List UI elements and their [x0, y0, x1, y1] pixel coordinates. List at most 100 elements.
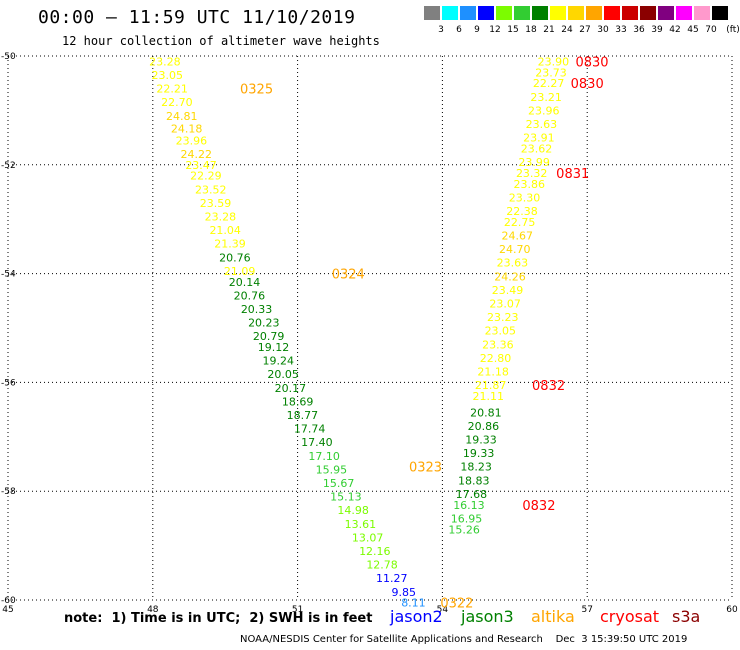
- legend-tick-label: 70: [705, 25, 717, 35]
- legend-swatch: [442, 6, 458, 20]
- wave-height-value: 23.63: [526, 118, 558, 131]
- legend-tick-label: 27: [579, 25, 591, 35]
- x-tick-label: 51: [292, 605, 303, 615]
- wave-height-value: 16.95: [451, 512, 483, 525]
- legend-swatch: [550, 6, 566, 20]
- legend-swatch: [532, 6, 548, 20]
- y-tick-label: -56: [1, 378, 16, 388]
- wave-height-value: 24.67: [501, 230, 533, 243]
- wave-height-value: 13.61: [345, 518, 377, 531]
- legend-swatch: [622, 6, 638, 20]
- wave-height-value: 15.95: [316, 463, 348, 476]
- pass-time-label: 0832: [522, 499, 555, 514]
- wave-height-value: 20.81: [470, 406, 502, 419]
- wave-height-value: 9.85: [392, 586, 417, 599]
- wave-height-value: 18.23: [460, 461, 492, 474]
- legend-tick-label: 36: [633, 25, 645, 35]
- wave-height-value: 17.40: [301, 436, 333, 449]
- legend-swatch: [424, 6, 440, 20]
- wave-height-value: 20.79: [253, 330, 285, 343]
- footnote: note: 1) Time is in UTC; 2) SWH is in fe…: [64, 611, 373, 626]
- wave-height-value: 23.23: [487, 311, 519, 324]
- legend-swatch: [676, 6, 692, 20]
- legend-tick-label: 21: [543, 25, 555, 35]
- x-tick-label: 45: [2, 605, 13, 615]
- pass-time-label: 0325: [240, 83, 273, 98]
- wave-height-value: 22.38: [506, 205, 538, 218]
- wave-height-value: 17.74: [294, 423, 326, 436]
- legend-swatch: [658, 6, 674, 20]
- x-tick-label: 57: [581, 605, 592, 615]
- satellite-label: altika: [531, 607, 575, 626]
- wave-height-value: 24.26: [494, 270, 526, 283]
- wave-height-value: 14.98: [337, 504, 369, 517]
- wave-height-value: 20.23: [248, 317, 280, 330]
- wave-height-value: 22.21: [156, 83, 188, 96]
- wave-height-value: 23.07: [489, 298, 521, 311]
- legend-swatch: [694, 6, 710, 20]
- wave-height-value: 23.86: [514, 178, 546, 191]
- wave-height-value: 21.87: [475, 379, 507, 392]
- wave-height-value: 18.69: [282, 395, 314, 408]
- y-tick-label: -50: [1, 52, 16, 62]
- wave-height-value: 23.52: [195, 183, 227, 196]
- credit-line: NOAA/NESDIS Center for Satellite Applica…: [240, 634, 688, 645]
- wave-height-value: 20.17: [275, 382, 307, 395]
- wave-height-value: 23.36: [482, 338, 514, 351]
- chart-subtitle: 12 hour collection of altimeter wave hei…: [62, 34, 380, 48]
- pass-time-label: 0832: [532, 379, 565, 394]
- satellite-label: cryosat: [600, 607, 660, 626]
- legend-tick-label: 30: [597, 25, 609, 35]
- pass-time-label: 0830: [571, 77, 604, 92]
- chart-title: 00:00 — 11:59 UTC 11/10/2019: [38, 7, 356, 28]
- satellite-label: s3a: [672, 607, 701, 626]
- wave-height-value: 23.91: [523, 132, 555, 145]
- wave-height-value: 15.67: [323, 477, 355, 490]
- legend-tick-label: 33: [615, 25, 627, 35]
- legend-swatch: [604, 6, 620, 20]
- legend-swatch: [514, 6, 530, 20]
- wave-height-value: 23.30: [509, 191, 541, 204]
- wave-height-value: 24.70: [499, 243, 531, 256]
- legend-tick-label: 18: [525, 25, 537, 35]
- wave-height-value: 11.27: [376, 572, 408, 585]
- wave-height-value: 19.33: [465, 434, 497, 447]
- wave-height-value: 23.59: [200, 197, 232, 210]
- y-tick-label: -60: [1, 596, 16, 606]
- wave-height-value: 22.70: [161, 96, 193, 109]
- y-tick-label: -52: [1, 161, 16, 171]
- wave-height-value: 20.76: [219, 251, 251, 264]
- legend-tick-label: 39: [651, 25, 663, 35]
- wave-height-value: 21.09: [224, 265, 256, 278]
- wave-height-value: 23.90: [538, 55, 570, 68]
- x-tick-label: 54: [437, 605, 449, 615]
- wave-height-value: 22.29: [190, 170, 222, 183]
- legend-tick-label: 12: [489, 25, 501, 35]
- wave-height-value: 12.78: [366, 559, 398, 572]
- wave-height-value: 23.21: [530, 91, 562, 104]
- wave-height-value: 22.27: [533, 77, 565, 90]
- wave-height-value: 21.04: [209, 224, 241, 237]
- legend-unit: (ft): [726, 25, 740, 35]
- legend-swatch: [586, 6, 602, 20]
- legend-tick-label: 9: [474, 25, 480, 35]
- legend-swatch: [460, 6, 476, 20]
- pass-time-label: 0830: [575, 55, 608, 70]
- wave-height-value: 23.05: [485, 325, 517, 338]
- wave-height-value: 24.22: [180, 148, 212, 161]
- legend-tick-label: 3: [438, 25, 444, 35]
- pass-time-label: 0324: [332, 268, 365, 283]
- wave-height-value: 12.16: [359, 545, 391, 558]
- x-tick-label: 60: [726, 605, 738, 615]
- legend-tick-label: 24: [561, 25, 573, 35]
- wave-height-value: 21.39: [214, 238, 246, 251]
- legend-tick-label: 15: [507, 25, 519, 35]
- wave-height-value: 22.75: [504, 216, 536, 229]
- wave-height-value: 24.81: [166, 110, 198, 123]
- wave-height-value: 18.83: [458, 474, 490, 487]
- wave-height-value: 19.33: [463, 447, 495, 460]
- wave-height-value: 23.28: [149, 55, 181, 68]
- wave-height-value: 23.49: [492, 284, 524, 297]
- wave-height-value: 8.11: [401, 597, 426, 610]
